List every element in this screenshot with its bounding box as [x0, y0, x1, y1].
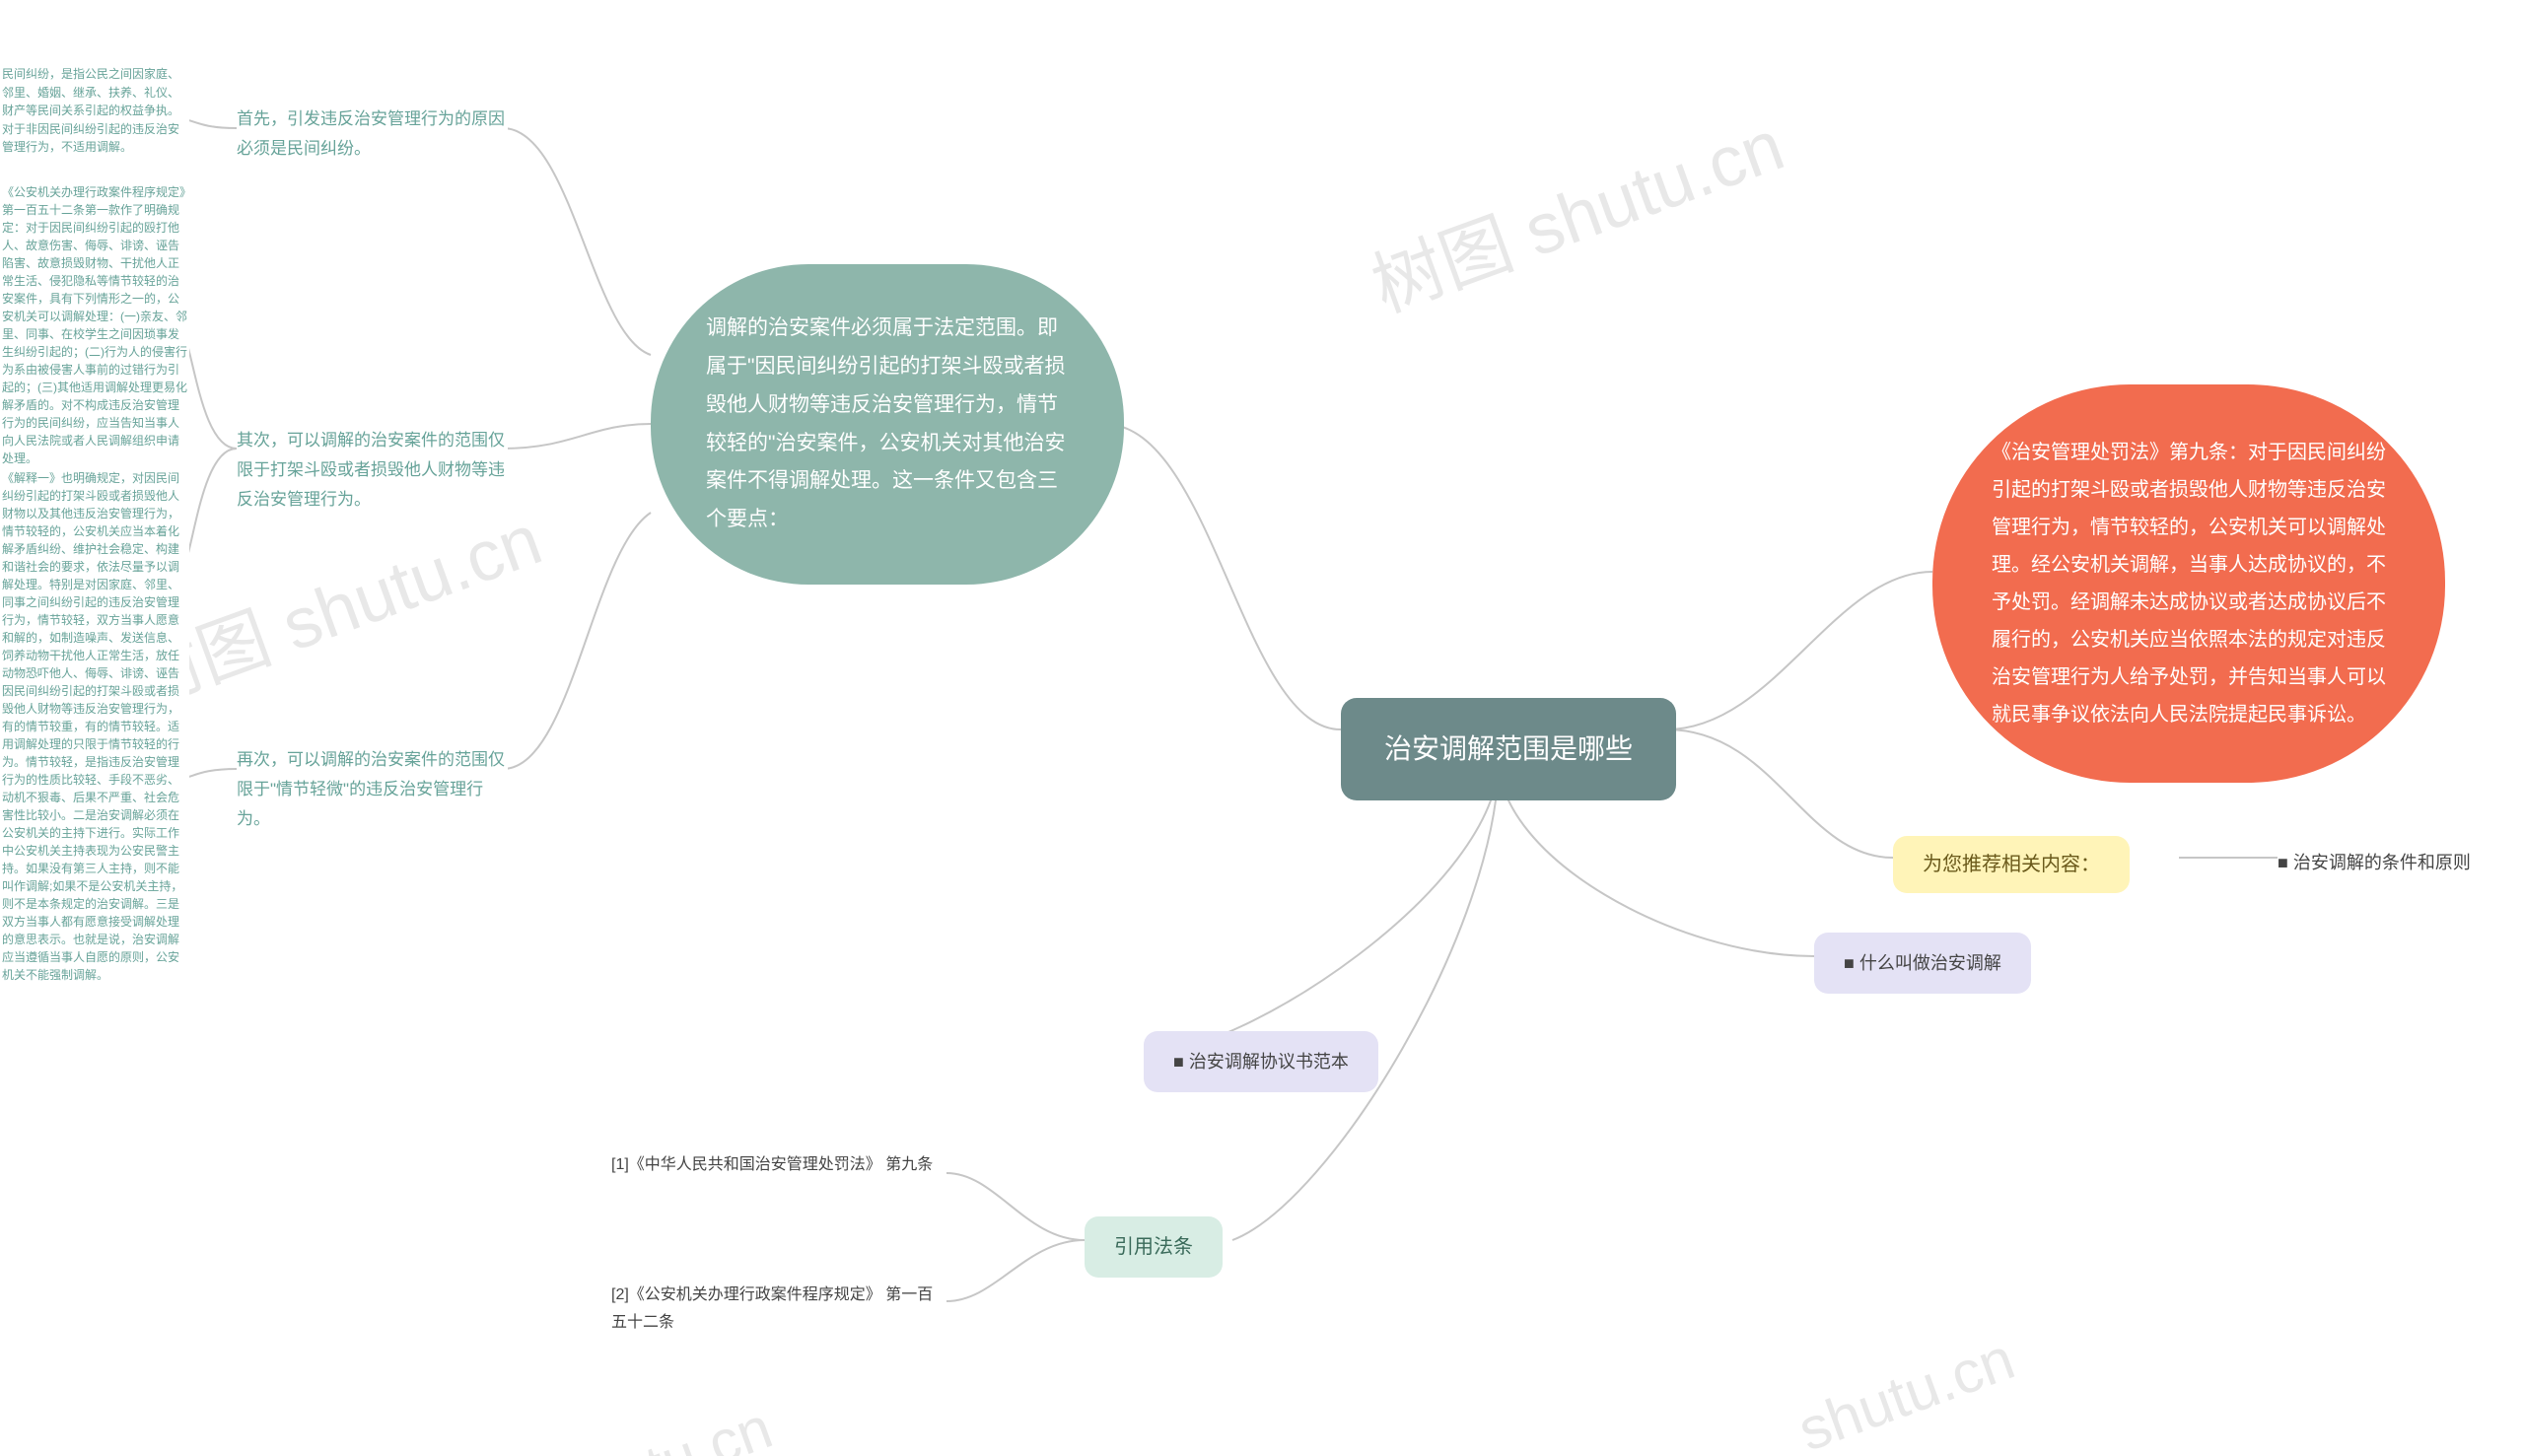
watermark: shutu.cn — [547, 1393, 781, 1456]
node-what-is[interactable]: 什么叫做治安调解 — [1814, 933, 2031, 994]
node-legal-ref-2[interactable]: [2]《公安机关办理行政案件程序规定》 第一百五十二条 — [611, 1282, 946, 1337]
node-protocol-sample-label: 治安调解协议书范本 — [1173, 1052, 1349, 1072]
node-scope-main[interactable]: 调解的治安案件必须属于法定范围。即属于"因民间纠纷引起的打架斗殴或者损毁他人财物… — [651, 264, 1124, 585]
node-legal-refs[interactable]: 引用法条 — [1085, 1216, 1223, 1278]
watermark: 树图 shutu.cn — [1356, 88, 1795, 332]
root-node[interactable]: 治安调解范围是哪些 — [1341, 698, 1676, 800]
node-sub-1[interactable]: 首先，引发违反治安管理行为的原因必须是民间纠纷。 — [237, 104, 508, 164]
node-legal-ref-1[interactable]: [1]《中华人民共和国治安管理处罚法》 第九条 — [611, 1151, 946, 1179]
node-recommended[interactable]: 为您推荐相关内容： — [1893, 836, 2130, 893]
node-what-is-label: 什么叫做治安调解 — [1844, 953, 2001, 973]
leaf-4[interactable]: 因民间纠纷引起的打架斗殴或者损毁他人财物等违反治安管理行为，有的情节较重，有的情… — [2, 682, 189, 984]
leaf-1[interactable]: 民间纠纷，是指公民之间因家庭、邻里、婚姻、继承、扶养、礼仪、财产等民间关系引起的… — [2, 65, 189, 157]
node-recommended-child[interactable]: 治安调解的条件和原则 — [2278, 844, 2471, 882]
leaf-2[interactable]: 《公安机关办理行政案件程序规定》第一百五十二条第一款作了明确规定：对于因民间纠纷… — [2, 183, 189, 467]
node-protocol-sample[interactable]: 治安调解协议书范本 — [1144, 1031, 1378, 1092]
node-sub-2[interactable]: 其次，可以调解的治安案件的范围仅限于打架斗殴或者损毁他人财物等违反治安管理行为。 — [237, 426, 508, 514]
node-law-article-9[interactable]: 《治安管理处罚法》第九条：对于因民间纠纷引起的打架斗殴或者损毁他人财物等违反治安… — [1932, 384, 2445, 783]
watermark: shutu.cn — [1789, 1324, 2023, 1456]
mindmap-canvas: 树图 shutu.cn 树图 shutu.cn shutu.cn shutu.c… — [0, 0, 2524, 1456]
node-sub-3[interactable]: 再次，可以调解的治安案件的范围仅限于"情节轻微"的违反治安管理行为。 — [237, 745, 508, 833]
